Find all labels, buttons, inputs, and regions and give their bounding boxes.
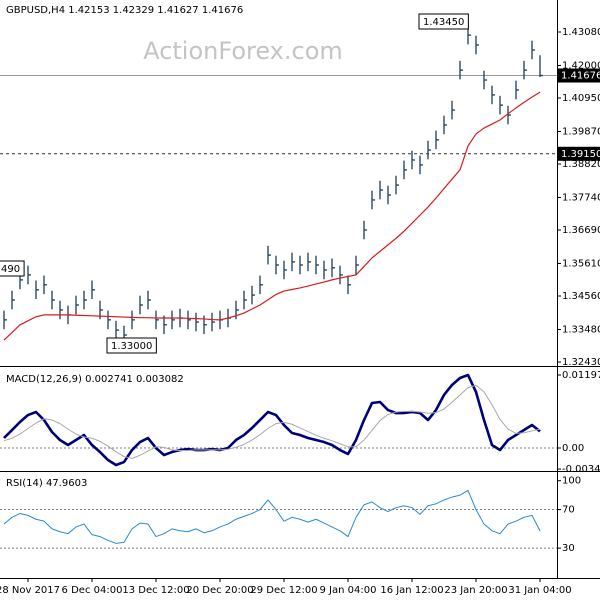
x-tick-label: 13 Dec 12:00 [122,585,189,596]
x-tick-label: 20 Dec 20:00 [186,585,253,596]
y-tick-label: 70 [562,505,575,516]
annotation-label: 1.43450 [423,17,464,28]
y-tick-label: 1.38820 [562,159,600,170]
annotation-box [106,337,157,354]
x-tick-label: 31 Jan 04:00 [508,585,571,596]
y-tick-label: 1.32430 [562,357,600,368]
annotation-label: 490 [1,264,20,275]
y-tick-label: -0.003453 [562,464,600,475]
x-tick-label: 9 Jan 04:00 [320,585,377,596]
x-tick-label: 16 Jan 12:00 [380,585,443,596]
panel-title: GBPUSD,H4 1.42153 1.42329 1.41627 1.4167… [6,5,243,16]
y-tick-label: 1.42000 [562,60,600,71]
y-tick-label: 1.35610 [562,258,600,269]
indicator-line [3,489,541,544]
y-tick-label: 1.34560 [562,291,600,302]
y-tick-label: 1.40950 [562,93,600,104]
price-marker-label: 1.41676 [561,71,600,82]
annotation-label: 1.33000 [111,341,152,352]
y-tick-label: 0.011977 [562,370,600,381]
panel-title-bg [3,3,247,17]
x-tick-label: 29 Dec 12:00 [250,585,317,596]
y-tick-label: 1.43080 [562,27,600,38]
panel-title-bg [3,476,91,490]
annotation-box [418,13,469,30]
y-tick-label: 1.37740 [562,192,600,203]
x-tick-label: 23 Jan 20:00 [444,585,507,596]
y-tick-label: 1.39870 [562,126,600,137]
watermark: ActionForex.com [143,37,343,65]
y-tick-label: 30 [562,543,575,554]
panel-title: RSI(14) 47.9603 [6,478,87,489]
price-marker [558,146,600,161]
indicator-line [3,373,541,467]
x-tick-label: 28 Nov 2017 [0,585,60,596]
price-marker-label: 1.39150 [561,149,600,160]
panel-title: MACD(12,26,9) 0.002741 0.003082 [6,374,184,385]
x-tick-label: 6 Dec 04:00 [62,585,123,596]
y-tick-label: 100 [562,476,581,487]
price-marker [558,68,600,83]
y-tick-label: 1.36690 [562,225,600,236]
indicator-line [3,91,541,341]
y-tick-label: 0.00 [562,443,584,454]
y-tick-label: 1.33480 [562,324,600,335]
indicator-line [3,384,541,459]
panel-title-bg [3,372,187,386]
annotation-box [0,260,25,277]
